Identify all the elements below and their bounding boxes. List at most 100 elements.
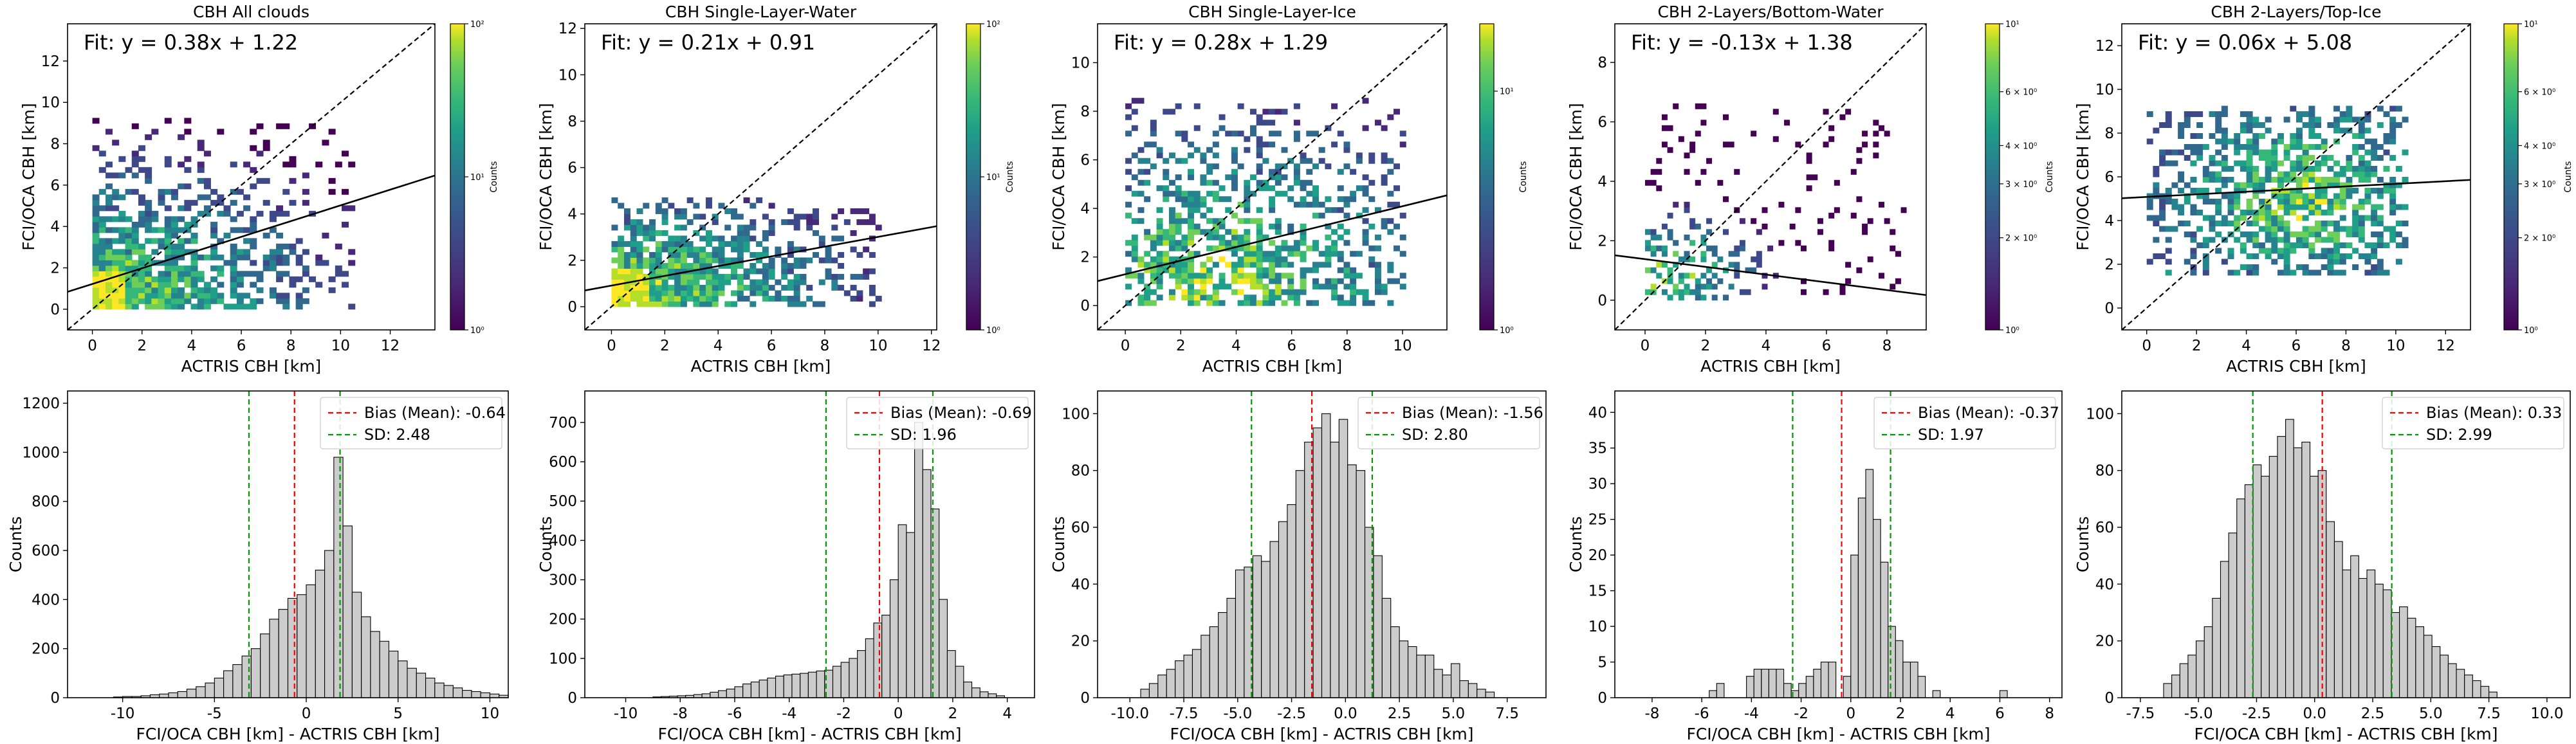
heatmap-cell: [170, 276, 178, 282]
hist-bar: [2212, 597, 2222, 698]
heatmap-cell: [1806, 158, 1812, 164]
heatmap-cell: [1751, 131, 1757, 137]
heatmap-cell: [289, 249, 297, 255]
heatmap-cell: [618, 268, 625, 275]
heatmap-cell: [2389, 199, 2397, 204]
legend-box: [846, 397, 1029, 449]
heatmap-cell: [236, 188, 244, 195]
heatmap-cell: [661, 301, 668, 307]
heatmap-cell: [1684, 251, 1690, 257]
heatmap-cell: [1362, 218, 1369, 224]
colorbar: [2503, 23, 2519, 331]
heatmap-cell: [2315, 204, 2322, 210]
heatmap-cell: [112, 271, 120, 277]
heatmap-cell: [793, 279, 800, 286]
heatmap-cell: [2371, 248, 2378, 254]
heatmap-cell: [1125, 300, 1132, 306]
heatmap-cell: [1751, 267, 1757, 273]
heatmap-cell: [2371, 253, 2378, 259]
hist-bar: [701, 693, 711, 698]
heatmap-cell: [1231, 234, 1238, 240]
y-tick-label: 6: [567, 160, 577, 177]
heatmap-cell: [743, 240, 750, 247]
heatmap-cell: [1231, 179, 1238, 186]
hist-bar: [2203, 626, 2213, 698]
heatmap-cell: [1343, 212, 1350, 219]
heatmap-cell: [2215, 116, 2222, 123]
colorbar-tick-label: 10¹: [2524, 20, 2538, 30]
heatmap-cell: [2315, 166, 2322, 172]
heatmap-cell: [1350, 273, 1357, 279]
heatmap-cell: [2371, 155, 2378, 161]
heatmap-cell: [2283, 177, 2290, 183]
heatmap-cell: [335, 161, 342, 168]
heatmap-cell: [1331, 207, 1338, 213]
heatmap-cell: [611, 268, 618, 275]
heatmap-cell: [138, 221, 145, 228]
heatmap-cell: [1237, 201, 1244, 208]
heatmap-cell: [1873, 120, 1879, 126]
heatmap-cell: [2283, 237, 2290, 243]
x-tick-label: 8: [1882, 338, 1892, 354]
colorbar: [966, 23, 981, 331]
heatmap-cell: [693, 246, 700, 253]
heatmap-cell: [2227, 193, 2234, 199]
heatmap-cell: [1368, 256, 1375, 262]
heatmap-cell: [250, 243, 257, 250]
heatmap-cell: [1399, 273, 1406, 279]
heatmap-cell: [1862, 141, 1868, 148]
heatmap-cell: [2209, 177, 2216, 183]
heatmap-cell: [649, 268, 656, 275]
heatmap-cell: [705, 257, 712, 264]
heatmap-cells: [1644, 103, 1907, 301]
heatmap-cell: [190, 276, 198, 282]
heatmap-cell: [1200, 289, 1207, 295]
heatmap-cell: [1274, 245, 1282, 251]
y-axis-label: Counts: [1567, 516, 1585, 572]
heatmap-cell: [2165, 122, 2172, 128]
heatmap-cell: [2184, 122, 2191, 128]
heatmap-cell: [2146, 215, 2153, 221]
heatmap-cell: [92, 254, 100, 260]
heatmap-cell: [2240, 160, 2247, 167]
heatmap-cell: [230, 216, 237, 222]
heatmap-cell: [718, 235, 725, 242]
heatmap-cell: [1156, 223, 1163, 230]
heatmap-cell: [2277, 215, 2284, 221]
heatmap-cell: [1362, 234, 1369, 240]
heatmap-cell: [869, 251, 876, 258]
heatmap-cell: [92, 232, 100, 239]
heatmap-cell: [1219, 125, 1226, 131]
heatmap-cell: [2327, 253, 2334, 259]
heatmap-cell: [863, 273, 870, 280]
heatmap-cell: [1156, 240, 1163, 246]
heatmap-cell: [105, 254, 113, 260]
heatmap-cell: [2221, 127, 2228, 134]
heatmap-cell: [1695, 103, 1701, 109]
heatmap-cell: [2377, 237, 2384, 243]
heatmap-cell: [1823, 109, 1829, 115]
heatmap-cell: [1300, 251, 1307, 257]
heatmap-cell: [2246, 253, 2253, 259]
heatmap-cell: [1188, 201, 1195, 208]
heatmap-cell: [151, 260, 159, 266]
heatmap-cell: [2258, 133, 2265, 139]
heatmap-cell: [2327, 221, 2334, 226]
hist-panel-3: -10.0 -7.5 -5.0 -2.5 0.0 2.5 5.0 7.502040608010…: [1049, 390, 1547, 743]
heatmap-cell: [322, 140, 329, 146]
heatmap-cell: [2252, 149, 2259, 156]
heatmap-cell: [158, 298, 165, 304]
heatmap-cell: [2321, 160, 2328, 167]
heatmap-cell: [1150, 278, 1157, 284]
heatmap-cell: [2283, 199, 2290, 204]
heatmap-cell: [1368, 152, 1375, 159]
heatmap-cell: [1362, 185, 1369, 192]
heatmap-cell: [178, 238, 185, 244]
heatmap-cell: [737, 246, 744, 253]
y-tick-label: 12: [2095, 38, 2114, 55]
heatmap-cell: [1125, 131, 1132, 137]
hist-bar: [388, 650, 399, 698]
heatmap-cell: [611, 273, 618, 280]
heatmap-cell: [2159, 226, 2166, 232]
y-tick-label: 20: [2095, 633, 2114, 650]
